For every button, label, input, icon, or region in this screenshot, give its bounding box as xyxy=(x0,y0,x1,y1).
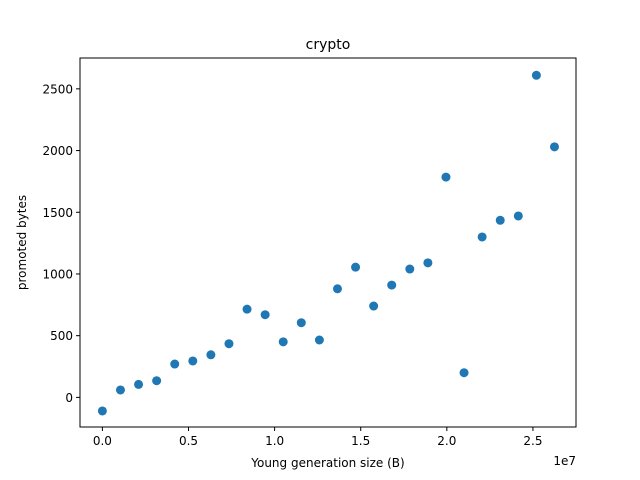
scatter-point xyxy=(441,172,451,182)
x-axis-offset-label: 1e7 xyxy=(553,454,576,468)
scatter-point xyxy=(152,376,162,386)
scatter-point xyxy=(260,310,270,320)
y-axis-label: promoted bytes xyxy=(15,195,29,290)
scatter-point xyxy=(242,304,252,314)
scatter-point xyxy=(513,211,523,221)
data-points xyxy=(97,70,559,416)
scatter-point xyxy=(549,142,559,152)
y-tick-label: 0 xyxy=(65,391,73,405)
chart-title: crypto xyxy=(306,37,351,53)
scatter-point xyxy=(170,359,180,369)
scatter-point xyxy=(134,379,144,389)
y-tick-label: 2500 xyxy=(42,82,73,96)
scatter-point xyxy=(369,301,379,311)
scatter-point xyxy=(224,339,234,349)
scatter-point xyxy=(115,385,125,395)
scatter-point xyxy=(188,356,198,366)
y-tick-label: 500 xyxy=(50,329,73,343)
scatter-point xyxy=(405,264,415,274)
x-tick-label: 1.0 xyxy=(265,434,284,448)
scatter-point xyxy=(278,337,288,347)
scatter-point xyxy=(423,258,433,268)
x-tick-label: 1.5 xyxy=(351,434,370,448)
scatter-point xyxy=(387,280,397,290)
x-tick-label: 0.5 xyxy=(179,434,198,448)
scatter-point xyxy=(495,215,505,225)
x-tick-label: 2.0 xyxy=(437,434,456,448)
x-axis-ticks: 0.0 0.5 1.0 1.5 2.0 2.5 xyxy=(93,427,542,448)
y-tick-label: 1500 xyxy=(42,206,73,220)
scatter-point xyxy=(351,262,361,272)
y-axis-ticks: 0 500 1000 1500 2000 2500 xyxy=(42,82,80,405)
scatter-point xyxy=(314,335,324,345)
scatter-point xyxy=(332,284,342,294)
y-tick-label: 1000 xyxy=(42,267,73,281)
scatter-point xyxy=(459,368,469,378)
scatter-point xyxy=(531,70,541,80)
scatter-point xyxy=(296,318,306,328)
y-tick-label: 2000 xyxy=(42,144,73,158)
x-tick-label: 0.0 xyxy=(93,434,112,448)
scatter-point xyxy=(477,232,487,242)
x-axis-label: Young generation size (B) xyxy=(250,456,404,470)
x-tick-label: 2.5 xyxy=(523,434,542,448)
scatter-point xyxy=(97,406,107,416)
plot-frame xyxy=(79,57,577,428)
scatter-point xyxy=(206,350,216,360)
